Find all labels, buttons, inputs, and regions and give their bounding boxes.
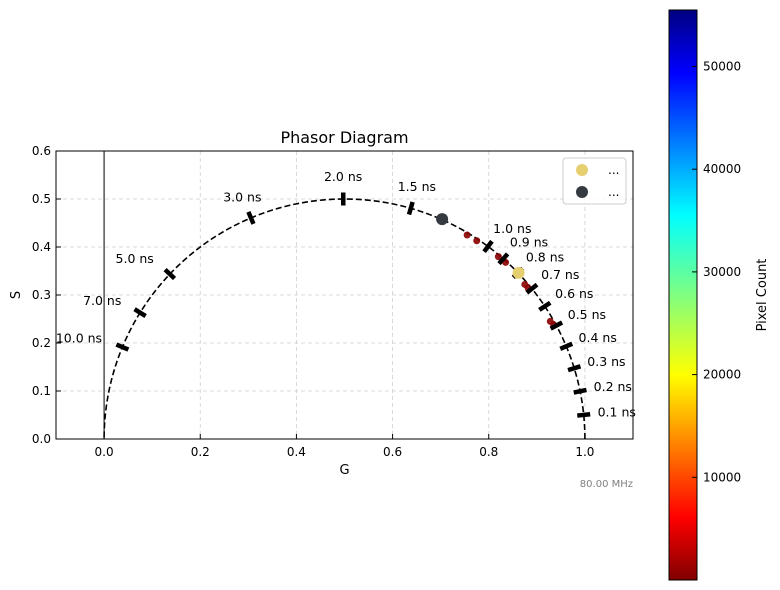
y-axis-label: S [9, 291, 24, 299]
legend-label: ... [608, 185, 619, 199]
lifetime-label: 7.0 ns [83, 293, 121, 308]
x-tick-label: 1.0 [575, 445, 594, 459]
lifetime-label: 0.9 ns [510, 234, 548, 249]
legend-marker [576, 164, 588, 176]
lifetime-label: 0.7 ns [541, 267, 579, 282]
lifetime-label: 5.0 ns [116, 251, 154, 266]
y-tick-label: 0.1 [32, 384, 51, 398]
lifetime-label: 10.0 ns [56, 331, 102, 346]
lifetime-marker [482, 239, 494, 254]
x-axis-label: G [339, 463, 349, 478]
colorbar-tick-label: 40000 [703, 162, 741, 176]
x-tick-label: 0.4 [287, 445, 306, 459]
lifetime-label: 0.8 ns [526, 250, 564, 265]
axis-ticks: 0.0 0.2 0.4 0.6 0.8 1.0 0.0 0.1 0.2 0.3 0.4 0.5 0.6 [32, 144, 595, 459]
lifetime-marker [577, 412, 591, 418]
series-point [512, 266, 525, 279]
lifetime-marker [246, 211, 256, 225]
lifetime-label: 0.2 ns [594, 379, 632, 394]
y-tick-label: 0.5 [32, 192, 51, 206]
legend-label: ... [608, 163, 619, 177]
y-tick-label: 0.6 [32, 144, 51, 158]
lifetime-marker [559, 341, 574, 351]
legend-marker [576, 186, 588, 198]
x-tick-label: 0.8 [479, 445, 498, 459]
series-points [436, 213, 525, 279]
lifetime-marker [133, 307, 147, 318]
legend: ...... [562, 157, 627, 205]
lifetime-label: 0.4 ns [579, 330, 617, 345]
y-tick-label: 0.4 [32, 240, 51, 254]
lifetime-markers: 0.1 ns 0.2 ns 0.3 ns 0.4 ns 0.5 ns 0.6 ns 0.7 … [56, 169, 636, 420]
lifetime-label: 2.0 ns [324, 169, 362, 184]
colorbar: 10000 20000 30000 40000 50000 Pixel Count [668, 9, 770, 581]
lifetime-label: 1.5 ns [398, 179, 436, 194]
colorbar-gradient [668, 9, 698, 581]
lifetime-label: 3.0 ns [223, 190, 261, 205]
chart-title: Phasor Diagram [280, 128, 408, 147]
colorbar-tick-label: 30000 [703, 265, 741, 279]
lifetime-marker [538, 300, 552, 312]
plot-frame [55, 150, 634, 440]
y-tick-label: 0.2 [32, 336, 51, 350]
lifetime-marker [525, 282, 539, 295]
cloud-point [463, 231, 471, 239]
lifetime-marker [406, 201, 415, 216]
lifetime-label: 0.5 ns [568, 307, 606, 322]
lifetime-label: 1.0 ns [493, 221, 531, 236]
lifetime-marker [163, 267, 177, 281]
lifetime-marker [497, 252, 510, 266]
cloud-point [473, 237, 481, 245]
colorbar-tick-label: 10000 [703, 470, 741, 484]
lifetime-marker [115, 342, 130, 352]
y-tick-label: 0.3 [32, 288, 51, 302]
series-point [436, 213, 449, 226]
lifetime-marker [573, 387, 587, 395]
lifetime-label: 0.3 ns [587, 354, 625, 369]
lifetime-marker [567, 364, 582, 373]
lifetime-label: 0.6 ns [555, 286, 593, 301]
y-tick-label: 0.0 [32, 432, 51, 446]
cloud-point [494, 253, 502, 261]
x-tick-label: 0.6 [383, 445, 402, 459]
colorbar-tick-label: 50000 [703, 59, 741, 73]
lifetime-label: 0.1 ns [598, 405, 636, 420]
frequency-label: 80.00 MHz [580, 479, 633, 490]
colorbar-label: Pixel Count [755, 259, 770, 332]
x-tick-label: 0.0 [95, 445, 114, 459]
colorbar-tick-label: 20000 [703, 368, 741, 382]
x-tick-label: 0.2 [191, 445, 210, 459]
lifetime-marker [549, 320, 564, 331]
